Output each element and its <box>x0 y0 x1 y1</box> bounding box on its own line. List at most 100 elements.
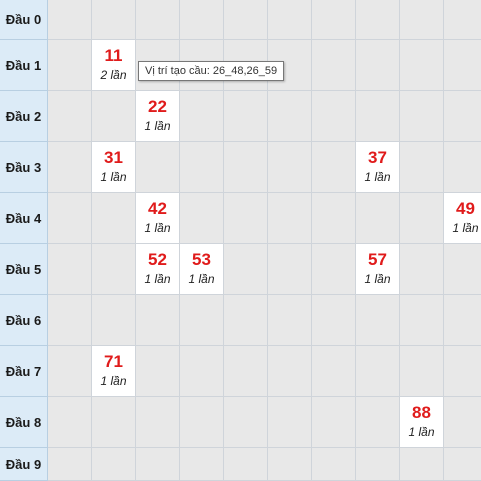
empty-cell <box>92 193 136 244</box>
empty-cell <box>400 91 444 142</box>
row-header: Đầu 3 <box>0 142 48 193</box>
empty-cell <box>356 346 400 397</box>
occurrence-count: 1 lần <box>364 170 391 184</box>
empty-cell <box>356 193 400 244</box>
empty-cell <box>400 0 444 40</box>
number-cell[interactable]: 57 1 lần <box>356 244 400 295</box>
empty-cell <box>48 295 92 346</box>
number-value: 22 <box>148 97 167 116</box>
empty-cell <box>180 193 224 244</box>
number-value: 88 <box>412 403 431 422</box>
row-header: Đầu 7 <box>0 346 48 397</box>
empty-cell <box>312 142 356 193</box>
occurrence-count: 2 lần <box>100 68 127 82</box>
number-cell[interactable]: 37 1 lần <box>356 142 400 193</box>
empty-cell <box>400 346 444 397</box>
empty-cell <box>356 448 400 481</box>
tooltip: Vị trí tạo cầu: 26_48,26_59 <box>138 61 285 81</box>
empty-cell <box>268 448 312 481</box>
occurrence-count: 1 lần <box>100 374 127 388</box>
empty-cell <box>356 0 400 40</box>
occurrence-count: 1 lần <box>188 272 215 286</box>
row-header: Đầu 2 <box>0 91 48 142</box>
empty-cell <box>136 346 180 397</box>
empty-cell <box>400 295 444 346</box>
empty-cell <box>268 244 312 295</box>
empty-cell <box>180 91 224 142</box>
empty-cell <box>224 295 268 346</box>
empty-cell <box>48 346 92 397</box>
empty-cell <box>268 346 312 397</box>
empty-cell <box>268 193 312 244</box>
number-value: 71 <box>104 352 123 371</box>
number-value: 42 <box>148 199 167 218</box>
empty-cell <box>312 244 356 295</box>
empty-cell <box>400 142 444 193</box>
number-value: 57 <box>368 250 387 269</box>
empty-cell <box>400 193 444 244</box>
empty-cell <box>444 91 481 142</box>
number-value: 49 <box>456 199 475 218</box>
empty-cell <box>400 40 444 91</box>
occurrence-count: 1 lần <box>100 170 127 184</box>
empty-cell <box>268 295 312 346</box>
empty-cell <box>224 91 268 142</box>
empty-cell <box>312 193 356 244</box>
occurrence-count: 1 lần <box>144 272 171 286</box>
empty-cell <box>224 448 268 481</box>
empty-cell <box>92 448 136 481</box>
empty-cell <box>92 91 136 142</box>
occurrence-count: 1 lần <box>364 272 391 286</box>
empty-cell <box>312 448 356 481</box>
number-cell[interactable]: 11 2 lần <box>92 40 136 91</box>
empty-cell <box>180 346 224 397</box>
row-header: Đầu 0 <box>0 0 48 40</box>
empty-cell <box>312 91 356 142</box>
number-cell[interactable]: 42 1 lần <box>136 193 180 244</box>
empty-cell <box>444 40 481 91</box>
empty-cell <box>312 40 356 91</box>
empty-cell <box>48 142 92 193</box>
empty-cell <box>356 295 400 346</box>
empty-cell <box>400 448 444 481</box>
empty-cell <box>224 142 268 193</box>
empty-cell <box>48 244 92 295</box>
empty-cell <box>400 244 444 295</box>
number-cell[interactable]: 52 1 lần <box>136 244 180 295</box>
number-cell[interactable]: 71 1 lần <box>92 346 136 397</box>
empty-cell <box>312 0 356 40</box>
number-cell[interactable]: 53 1 lần <box>180 244 224 295</box>
empty-cell <box>92 244 136 295</box>
empty-cell <box>444 244 481 295</box>
empty-cell <box>136 448 180 481</box>
empty-cell <box>92 295 136 346</box>
empty-cell <box>312 397 356 448</box>
empty-cell <box>444 448 481 481</box>
occurrence-count: 1 lần <box>144 221 171 235</box>
empty-cell <box>136 397 180 448</box>
empty-cell <box>268 91 312 142</box>
empty-cell <box>48 448 92 481</box>
occurrence-count: 1 lần <box>408 425 435 439</box>
number-cell[interactable]: 49 1 lần <box>444 193 481 244</box>
number-cell[interactable]: 31 1 lần <box>92 142 136 193</box>
empty-cell <box>136 295 180 346</box>
empty-cell <box>48 193 92 244</box>
number-cell[interactable]: 22 1 lần <box>136 91 180 142</box>
empty-cell <box>444 0 481 40</box>
row-header: Đầu 9 <box>0 448 48 481</box>
empty-cell <box>180 448 224 481</box>
empty-cell <box>444 397 481 448</box>
empty-cell <box>312 346 356 397</box>
number-value: 11 <box>104 46 123 65</box>
empty-cell <box>92 397 136 448</box>
row-header: Đầu 5 <box>0 244 48 295</box>
number-cell[interactable]: 88 1 lần <box>400 397 444 448</box>
empty-cell <box>312 295 356 346</box>
number-value: 37 <box>368 148 387 167</box>
empty-cell <box>180 295 224 346</box>
empty-cell <box>444 295 481 346</box>
empty-cell <box>356 40 400 91</box>
empty-cell <box>224 346 268 397</box>
empty-cell <box>224 397 268 448</box>
